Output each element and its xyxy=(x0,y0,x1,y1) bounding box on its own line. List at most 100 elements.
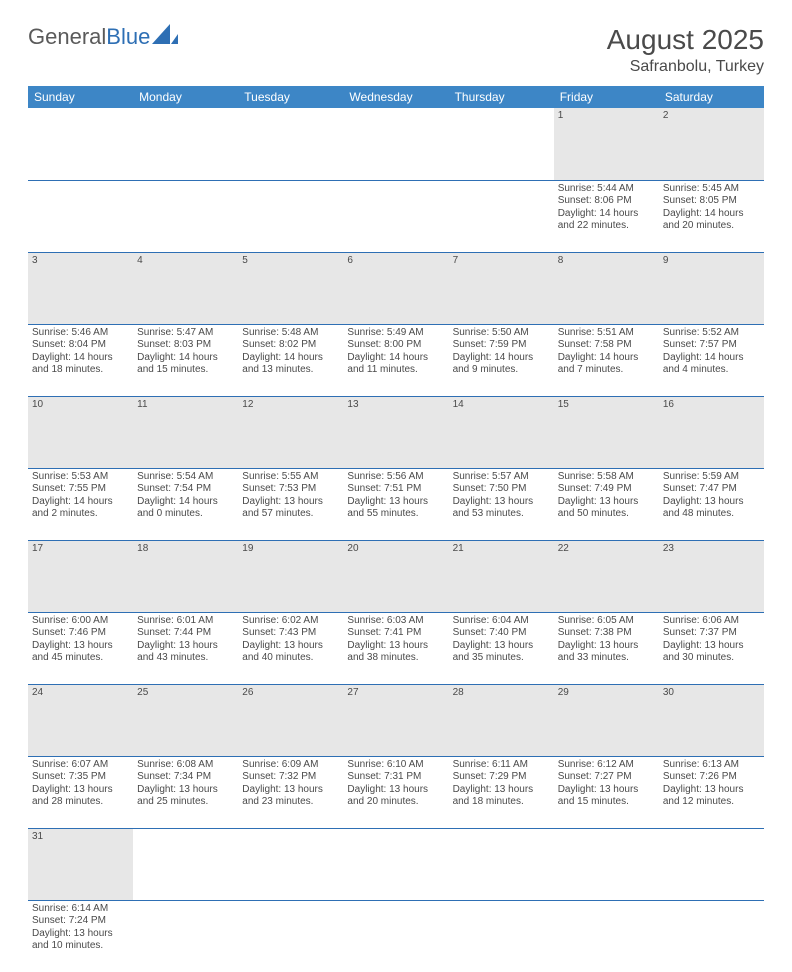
day-cell: Sunrise: 5:48 AMSunset: 8:02 PMDaylight:… xyxy=(238,324,343,396)
daylight-line-2: and 7 minutes. xyxy=(558,364,655,377)
day-cell: Sunrise: 6:12 AMSunset: 7:27 PMDaylight:… xyxy=(554,756,659,828)
day-cell: Sunrise: 6:11 AMSunset: 7:29 PMDaylight:… xyxy=(449,756,554,828)
location: Safranbolu, Turkey xyxy=(607,58,764,76)
sunrise-line: Sunrise: 5:53 AM xyxy=(32,471,129,484)
day-cell: Sunrise: 5:52 AMSunset: 7:57 PMDaylight:… xyxy=(659,324,764,396)
sunrise-line: Sunrise: 5:55 AM xyxy=(242,471,339,484)
daylight-line-2: and 30 minutes. xyxy=(663,652,760,665)
weekday-header: Monday xyxy=(133,86,238,108)
daylight-line-2: and 18 minutes. xyxy=(453,796,550,809)
daylight-line-2: and 20 minutes. xyxy=(663,220,760,233)
daylight-line-1: Daylight: 13 hours xyxy=(137,784,234,797)
daylight-line-2: and 4 minutes. xyxy=(663,364,760,377)
sunset-line: Sunset: 7:49 PM xyxy=(558,483,655,496)
day-cell: Sunrise: 6:04 AMSunset: 7:40 PMDaylight:… xyxy=(449,612,554,684)
day-number-row: 3456789 xyxy=(28,252,764,324)
day-cell: Sunrise: 5:50 AMSunset: 7:59 PMDaylight:… xyxy=(449,324,554,396)
daylight-line-1: Daylight: 13 hours xyxy=(32,928,129,941)
day-number: 11 xyxy=(133,396,238,468)
day-cell: Sunrise: 6:06 AMSunset: 7:37 PMDaylight:… xyxy=(659,612,764,684)
day-cell: Sunrise: 6:09 AMSunset: 7:32 PMDaylight:… xyxy=(238,756,343,828)
day-number-empty xyxy=(238,108,343,180)
daylight-line-1: Daylight: 14 hours xyxy=(663,352,760,365)
logo: GeneralBlue xyxy=(28,24,178,50)
day-number: 25 xyxy=(133,684,238,756)
day-cell: Sunrise: 6:00 AMSunset: 7:46 PMDaylight:… xyxy=(28,612,133,684)
daylight-line-1: Daylight: 13 hours xyxy=(242,640,339,653)
day-number-empty xyxy=(449,828,554,900)
sunset-line: Sunset: 8:06 PM xyxy=(558,195,655,208)
day-number: 27 xyxy=(343,684,448,756)
sunrise-line: Sunrise: 6:04 AM xyxy=(453,615,550,628)
daylight-line-1: Daylight: 13 hours xyxy=(242,496,339,509)
logo-text-1: General xyxy=(28,24,106,50)
day-number: 3 xyxy=(28,252,133,324)
day-number-row: 31 xyxy=(28,828,764,900)
sunset-line: Sunset: 8:05 PM xyxy=(663,195,760,208)
day-detail-row: Sunrise: 5:46 AMSunset: 8:04 PMDaylight:… xyxy=(28,324,764,396)
sunset-line: Sunset: 7:47 PM xyxy=(663,483,760,496)
daylight-line-1: Daylight: 13 hours xyxy=(453,496,550,509)
day-cell: Sunrise: 6:05 AMSunset: 7:38 PMDaylight:… xyxy=(554,612,659,684)
day-cell-empty xyxy=(238,180,343,252)
daylight-line-2: and 33 minutes. xyxy=(558,652,655,665)
day-number: 16 xyxy=(659,396,764,468)
day-cell: Sunrise: 5:57 AMSunset: 7:50 PMDaylight:… xyxy=(449,468,554,540)
day-cell: Sunrise: 5:45 AMSunset: 8:05 PMDaylight:… xyxy=(659,180,764,252)
day-detail-row: Sunrise: 6:07 AMSunset: 7:35 PMDaylight:… xyxy=(28,756,764,828)
daylight-line-2: and 38 minutes. xyxy=(347,652,444,665)
sunset-line: Sunset: 7:41 PM xyxy=(347,627,444,640)
day-cell: Sunrise: 5:53 AMSunset: 7:55 PMDaylight:… xyxy=(28,468,133,540)
day-cell: Sunrise: 6:02 AMSunset: 7:43 PMDaylight:… xyxy=(238,612,343,684)
sunset-line: Sunset: 7:37 PM xyxy=(663,627,760,640)
sunrise-line: Sunrise: 6:11 AM xyxy=(453,759,550,772)
day-number: 17 xyxy=(28,540,133,612)
month-title: August 2025 xyxy=(607,24,764,56)
day-cell: Sunrise: 6:13 AMSunset: 7:26 PMDaylight:… xyxy=(659,756,764,828)
day-number: 4 xyxy=(133,252,238,324)
day-number: 12 xyxy=(238,396,343,468)
sunset-line: Sunset: 7:24 PM xyxy=(32,915,129,928)
sunset-line: Sunset: 7:38 PM xyxy=(558,627,655,640)
daylight-line-1: Daylight: 13 hours xyxy=(137,640,234,653)
sunrise-line: Sunrise: 6:08 AM xyxy=(137,759,234,772)
daylight-line-2: and 55 minutes. xyxy=(347,508,444,521)
sunset-line: Sunset: 7:50 PM xyxy=(453,483,550,496)
daylight-line-2: and 9 minutes. xyxy=(453,364,550,377)
weekday-header: Friday xyxy=(554,86,659,108)
day-number: 21 xyxy=(449,540,554,612)
daylight-line-1: Daylight: 13 hours xyxy=(663,784,760,797)
day-cell: Sunrise: 5:58 AMSunset: 7:49 PMDaylight:… xyxy=(554,468,659,540)
day-number: 19 xyxy=(238,540,343,612)
sunset-line: Sunset: 8:04 PM xyxy=(32,339,129,352)
day-detail-row: Sunrise: 6:14 AMSunset: 7:24 PMDaylight:… xyxy=(28,900,764,972)
day-number: 8 xyxy=(554,252,659,324)
sunset-line: Sunset: 7:44 PM xyxy=(137,627,234,640)
day-number: 24 xyxy=(28,684,133,756)
day-cell: Sunrise: 5:44 AMSunset: 8:06 PMDaylight:… xyxy=(554,180,659,252)
day-detail-row: Sunrise: 5:44 AMSunset: 8:06 PMDaylight:… xyxy=(28,180,764,252)
day-number: 26 xyxy=(238,684,343,756)
sunrise-line: Sunrise: 6:00 AM xyxy=(32,615,129,628)
daylight-line-2: and 35 minutes. xyxy=(453,652,550,665)
sunset-line: Sunset: 8:03 PM xyxy=(137,339,234,352)
daylight-line-1: Daylight: 14 hours xyxy=(558,208,655,221)
sunset-line: Sunset: 7:46 PM xyxy=(32,627,129,640)
day-number: 13 xyxy=(343,396,448,468)
day-number: 10 xyxy=(28,396,133,468)
daylight-line-1: Daylight: 14 hours xyxy=(137,496,234,509)
sunset-line: Sunset: 7:43 PM xyxy=(242,627,339,640)
daylight-line-2: and 45 minutes. xyxy=(32,652,129,665)
day-number: 22 xyxy=(554,540,659,612)
day-number-empty xyxy=(449,108,554,180)
day-number: 20 xyxy=(343,540,448,612)
sunset-line: Sunset: 7:55 PM xyxy=(32,483,129,496)
day-cell: Sunrise: 5:51 AMSunset: 7:58 PMDaylight:… xyxy=(554,324,659,396)
day-detail-row: Sunrise: 5:53 AMSunset: 7:55 PM Daylight:… xyxy=(28,468,764,540)
day-number: 18 xyxy=(133,540,238,612)
title-block: August 2025 Safranbolu, Turkey xyxy=(607,24,764,76)
day-number-empty xyxy=(343,828,448,900)
day-number-empty xyxy=(343,108,448,180)
day-cell: Sunrise: 5:54 AMSunset: 7:54 PMDaylight:… xyxy=(133,468,238,540)
day-number-row: 10111213141516 xyxy=(28,396,764,468)
